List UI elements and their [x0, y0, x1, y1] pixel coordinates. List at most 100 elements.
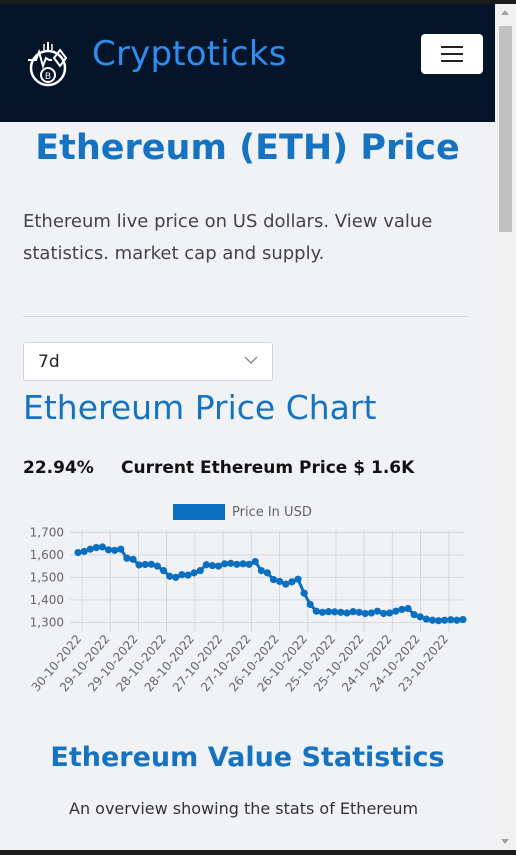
period-select-value: 7d	[38, 352, 60, 372]
data-point	[447, 616, 455, 624]
y-tick-label: 1,400	[30, 593, 64, 607]
data-point	[269, 576, 278, 584]
chevron-down-icon	[244, 356, 258, 364]
data-point	[398, 605, 406, 614]
x-axis-ticks: 30-10-202229-10-202229-10-202228-10-2022…	[29, 632, 451, 694]
data-point	[337, 608, 345, 616]
scroll-down-arrow-icon[interactable]	[501, 839, 509, 844]
data-point	[80, 547, 88, 556]
data-point	[404, 604, 412, 613]
data-point	[257, 567, 265, 575]
chart-heading: Ethereum Price Chart	[23, 388, 377, 427]
data-point	[373, 607, 382, 615]
data-point	[141, 560, 149, 569]
data-point	[159, 567, 168, 575]
current-price: Current Ethereum Price $ 1.6K	[121, 458, 415, 478]
stats-subtitle: An overview showing the stats of Ethereu…	[69, 799, 419, 818]
crypto-coin-logo-icon[interactable]: B	[22, 38, 74, 90]
data-point	[178, 571, 186, 579]
data-point	[98, 543, 107, 551]
data-point	[282, 580, 290, 588]
main-content: Ethereum (ETH) Price Ethereum live price…	[0, 122, 495, 850]
stats-heading: Ethereum Value Statistics	[50, 742, 445, 773]
data-point	[263, 569, 272, 577]
data-point	[367, 609, 375, 617]
scroll-thumb[interactable]	[499, 26, 512, 232]
data-point	[227, 559, 235, 567]
data-point	[422, 615, 430, 623]
data-point	[361, 609, 369, 618]
data-point	[453, 616, 461, 624]
price-change-percent: 22.94%	[23, 458, 94, 478]
y-tick-label: 1,300	[30, 615, 64, 629]
window-bottom-edge	[0, 850, 516, 855]
data-point	[147, 560, 155, 568]
brand-name[interactable]: Cryptoticks	[92, 34, 287, 74]
period-select[interactable]: 7d	[23, 342, 273, 381]
data-point	[166, 572, 174, 580]
data-point	[92, 543, 100, 552]
window-top-edge	[0, 0, 516, 4]
chart-grid	[70, 530, 465, 632]
data-point	[117, 545, 125, 553]
legend-label: Price In USD	[232, 505, 312, 520]
scroll-up-arrow-icon[interactable]	[501, 10, 509, 15]
data-point	[441, 616, 449, 624]
chart-legend[interactable]: Price In USD	[173, 504, 312, 520]
data-point	[428, 616, 437, 624]
data-point	[434, 617, 443, 625]
data-point	[172, 573, 180, 581]
data-point	[294, 575, 302, 583]
data-point	[300, 589, 308, 597]
y-tick-label: 1,500	[30, 570, 64, 584]
data-point	[221, 560, 229, 568]
data-point	[349, 608, 357, 616]
data-point	[459, 615, 467, 624]
data-point	[74, 548, 82, 557]
y-axis-ticks: 1,300 1,400 1,500 1,600 1,700	[30, 525, 64, 629]
data-point	[104, 546, 113, 554]
y-tick-label: 1,700	[30, 525, 64, 539]
vertical-scrollbar[interactable]	[495, 4, 516, 850]
data-point	[111, 546, 119, 554]
data-point	[190, 569, 198, 577]
y-tick-label: 1,600	[30, 548, 64, 562]
data-point	[410, 610, 418, 619]
data-point	[343, 609, 351, 617]
data-point	[331, 608, 339, 616]
data-point	[306, 600, 314, 609]
navbar: B Cryptoticks	[0, 4, 495, 122]
data-point	[135, 561, 143, 569]
hamburger-menu-icon[interactable]	[421, 34, 483, 74]
data-point	[214, 562, 223, 570]
data-point	[208, 562, 217, 570]
data-point	[416, 613, 424, 621]
data-point	[288, 578, 296, 586]
data-point	[355, 608, 363, 616]
data-point	[153, 562, 162, 570]
data-point	[196, 567, 204, 575]
data-point	[276, 577, 284, 586]
data-point	[233, 560, 241, 568]
data-point	[184, 571, 192, 579]
data-point	[239, 560, 247, 568]
data-point	[202, 561, 210, 569]
data-point	[312, 607, 320, 615]
data-point	[324, 608, 333, 616]
svg-text:B: B	[45, 72, 51, 82]
legend-swatch	[173, 504, 225, 520]
page-title: Ethereum (ETH) Price	[35, 128, 460, 168]
data-point	[379, 609, 388, 618]
data-point	[392, 607, 400, 615]
data-point	[251, 557, 259, 566]
chart-series	[74, 543, 467, 625]
data-point	[318, 608, 327, 616]
data-point	[86, 545, 94, 553]
divider	[23, 316, 469, 317]
data-point	[245, 560, 253, 568]
data-point	[129, 555, 137, 563]
data-point	[123, 554, 131, 562]
data-point	[386, 609, 394, 617]
intro-text: Ethereum live price on US dollars. View …	[23, 211, 433, 264]
price-chart: Price In USD 1,300 1,400 1,500 1,600 1,700 3…	[29, 504, 467, 694]
